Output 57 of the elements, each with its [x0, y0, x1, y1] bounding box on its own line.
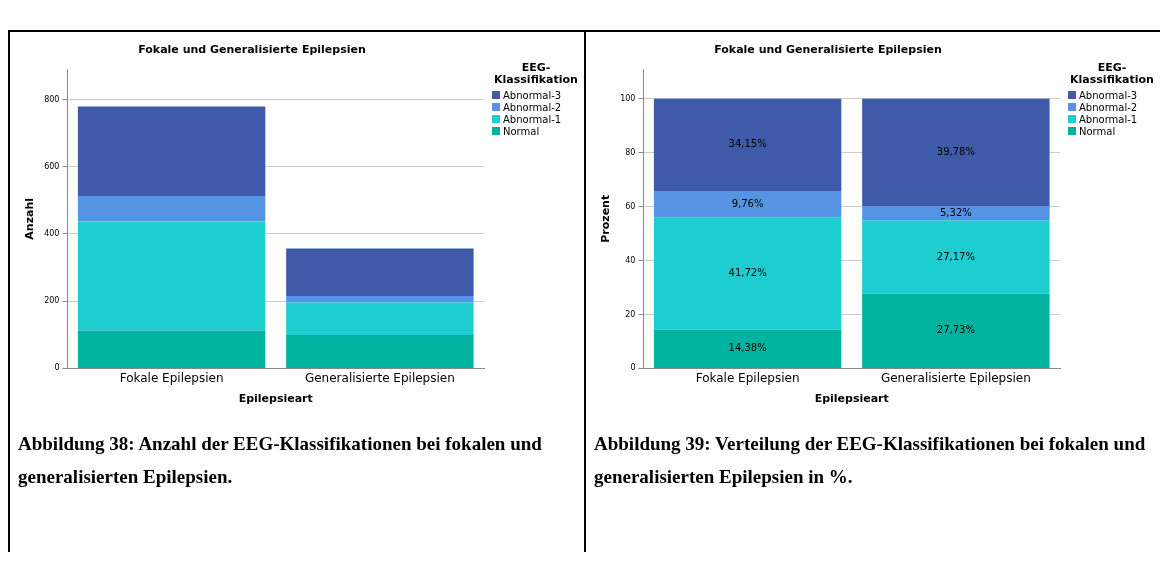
legend-label: Abnormal-3 [1079, 89, 1138, 101]
x-tick-label: Generalisierte Epilepsien [880, 370, 1031, 385]
y-axis-title: Prozent [599, 194, 613, 243]
bar [286, 296, 474, 303]
text: Abbildung 38: Anzahl der EEG-Klassifikationen bei fokalen und generalisierten Epilepsien. [18, 432, 543, 489]
legend-label: Abnormal-2 [1079, 101, 1138, 113]
bar [77, 330, 266, 368]
data-label: 5,32% [939, 206, 972, 218]
legend-label: Abnormal-3 [503, 89, 562, 101]
y-tick-label: 800 [44, 94, 60, 104]
bar [653, 190, 842, 218]
chart-title: Fokale und Generalisierte Epilepsien [714, 43, 942, 57]
x-axis-title: Epilepsieart [238, 392, 313, 406]
y-tick-label: 200 [44, 296, 60, 306]
legend-label: Abnormal-1 [503, 113, 562, 125]
bar [862, 293, 1050, 368]
data-label: 27,17% [936, 250, 975, 262]
y-tick-label: 600 [44, 161, 60, 171]
y-tick-label: 0 [630, 363, 636, 373]
x-tick-label: Fokale Epilepsien [695, 370, 800, 385]
text: Abbildung 39: Verteilung der EEG-Klassifikationen bei fokalen und generalisierten Epilepsien in %. [594, 432, 1147, 489]
y-tick-label: 400 [44, 229, 60, 239]
y-tick-label: 100 [620, 93, 636, 103]
legend-title: EEG-Klassifikation [493, 61, 579, 86]
data-label: 34,15% [728, 138, 767, 150]
bar [286, 248, 474, 297]
legend-label: Normal [1079, 125, 1116, 137]
bar [653, 329, 842, 368]
bar [862, 220, 1050, 294]
data-label: 27,73% [936, 324, 975, 336]
legend-label: Abnormal-2 [503, 101, 562, 113]
legend-label: Normal [503, 125, 540, 137]
y-tick-label: 60 [625, 201, 636, 211]
bar [862, 206, 1050, 221]
y-tick-label: 20 [625, 309, 636, 319]
x-axis-title: Epilepsieart [814, 392, 889, 406]
y-tick-label: 80 [625, 147, 636, 157]
y-axis-title: Anzahl [23, 197, 37, 240]
chart-title: Fokale und Generalisierte Epilepsien [138, 43, 366, 57]
bar [653, 217, 842, 330]
bar [286, 335, 474, 368]
x-tick-label: Fokale Epilepsien [119, 370, 224, 385]
y-tick-label: 40 [625, 255, 636, 265]
data-label: 9,76% [731, 197, 764, 209]
data-label: 14,38% [728, 342, 767, 354]
data-label: 41,72% [728, 267, 767, 278]
bar [77, 195, 266, 222]
bar [77, 221, 266, 331]
bar [286, 302, 474, 336]
x-tick-label: Generalisierte Epilepsien [304, 370, 455, 385]
legend-label: Abnormal-1 [1079, 113, 1138, 125]
legend-title: EEG-Klassifikation [1069, 61, 1155, 86]
bar [77, 106, 266, 196]
bar [653, 98, 842, 191]
bar [862, 98, 1050, 207]
data-label: 39,78% [936, 146, 975, 158]
y-tick-label: 0 [54, 363, 60, 373]
